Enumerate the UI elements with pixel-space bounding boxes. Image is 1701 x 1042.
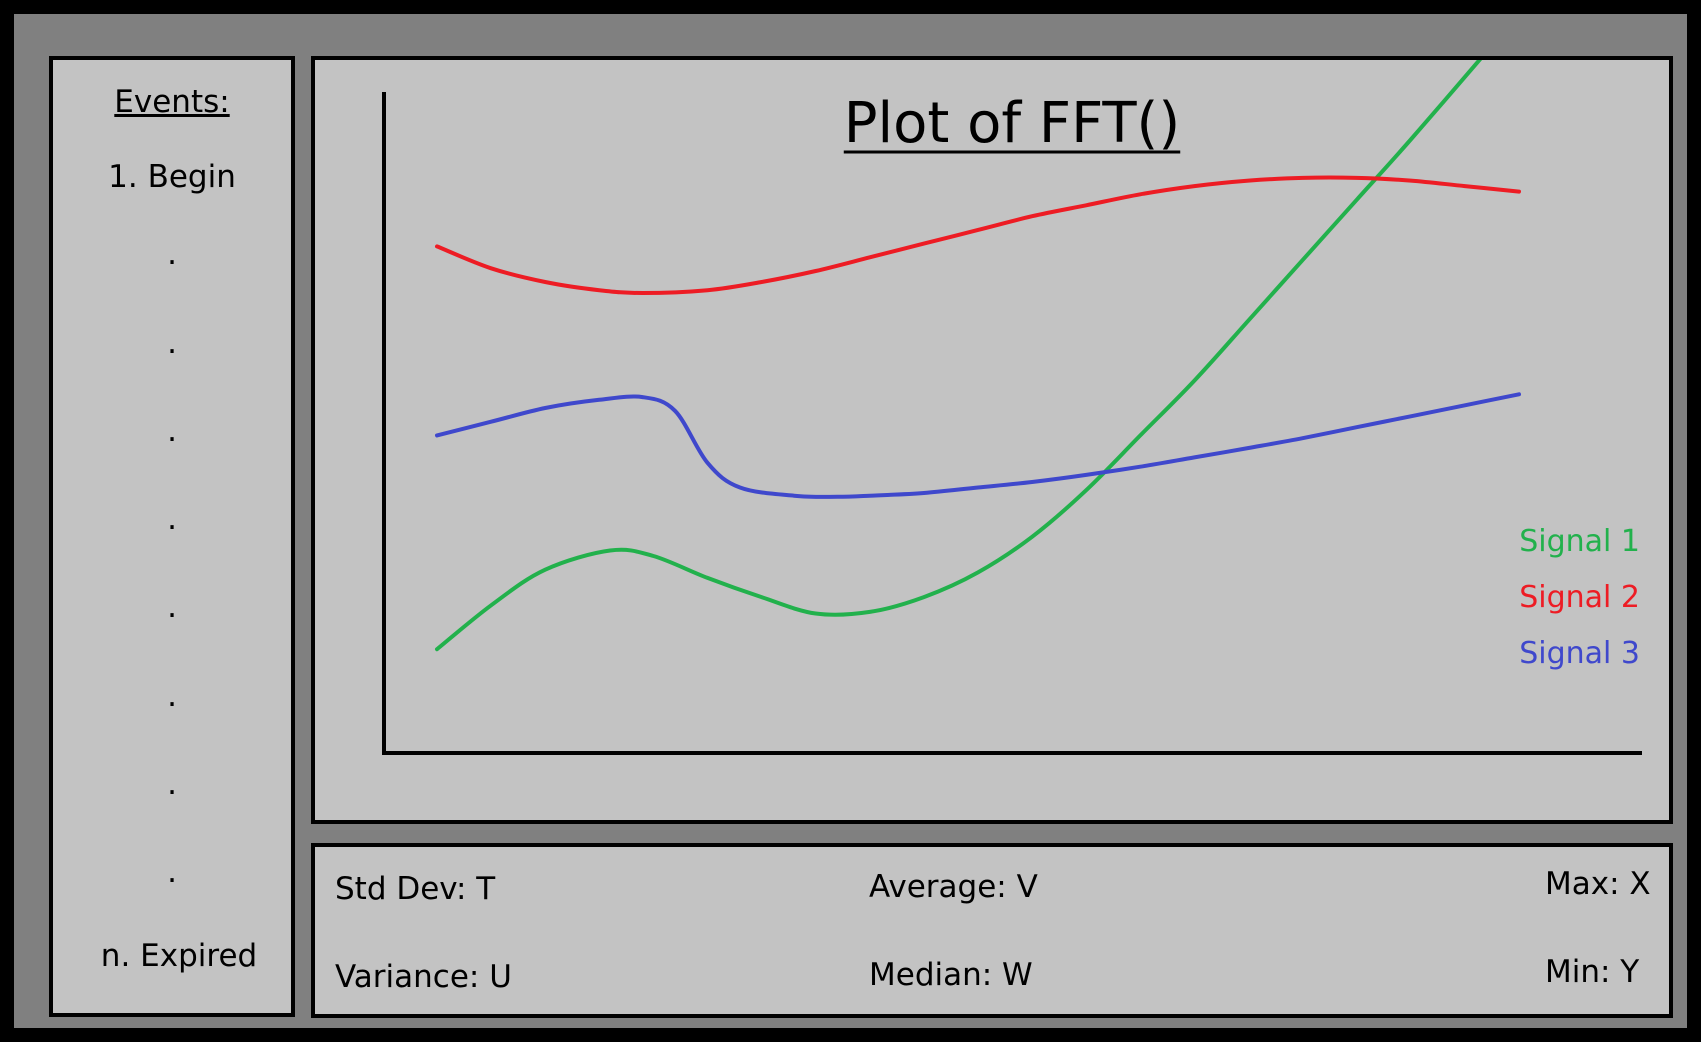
variance-stat: Variance: U (335, 959, 512, 995)
average-stat: Average: V (869, 869, 1038, 905)
series-layer (435, 60, 1521, 652)
events-heading: Events: (114, 84, 230, 120)
legend-entry-2: Signal 2 (1519, 580, 1640, 615)
event-item-ellipsis: . (167, 501, 177, 537)
event-item-ellipsis: . (167, 325, 177, 361)
event-item-ellipsis: . (167, 766, 177, 802)
std-dev-stat: Std Dev: T (335, 871, 496, 907)
stats-panel: Std Dev: T Variance: U Average: V Median… (311, 843, 1673, 1018)
min-stat: Min: Y (1545, 954, 1640, 990)
chart-legend: Signal 1 Signal 2 Signal 3 (1519, 524, 1640, 671)
events-sidebar: Events: 1. Begin . . . . . . . . n. Expi… (49, 56, 295, 1017)
event-item-expired[interactable]: n. Expired (100, 938, 258, 974)
fft-chart: Plot of FFT() Signal 1 Signal 2 Signal 3 (382, 60, 1642, 755)
event-item-ellipsis: . (167, 236, 177, 272)
events-list: 1. Begin . . . . . . . . n. Expired (53, 60, 291, 1013)
max-stat: Max: X (1545, 866, 1651, 902)
event-item-ellipsis: . (167, 678, 177, 714)
series-line-1 (435, 60, 1483, 652)
legend-entry-1: Signal 1 (1519, 524, 1640, 559)
chart-panel: Plot of FFT() Signal 1 Signal 2 Signal 3 (311, 56, 1673, 824)
series-line-2 (435, 175, 1521, 295)
chart-title: Plot of FFT() (844, 91, 1180, 156)
median-stat: Median: W (869, 957, 1033, 993)
legend-entry-3: Signal 3 (1519, 636, 1640, 671)
event-item-ellipsis: . (167, 413, 177, 449)
event-item-ellipsis: . (167, 589, 177, 625)
event-item-begin[interactable]: 1. Begin (108, 159, 236, 195)
event-item-ellipsis: . (167, 854, 177, 890)
series-line-3 (435, 392, 1521, 499)
